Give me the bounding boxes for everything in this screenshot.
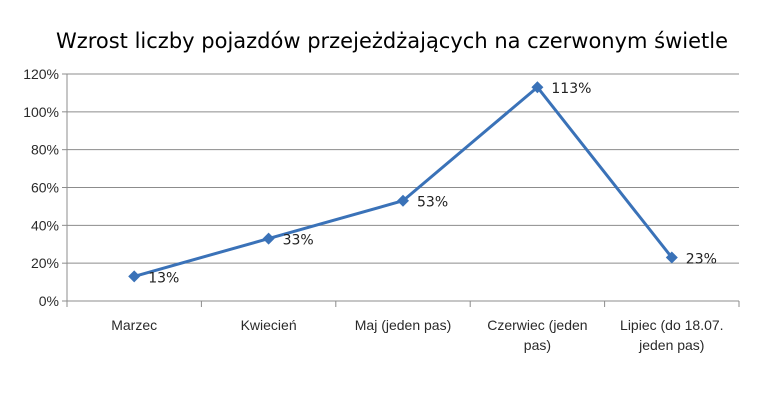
series-path (133, 85, 673, 278)
data-label: 33% (283, 233, 314, 249)
chart-title: Wzrost liczby pojazdów przejeżdżających … (56, 29, 728, 53)
y-tick-label: 80% (31, 142, 59, 158)
data-label: 113% (551, 81, 591, 97)
data-label: 13% (148, 270, 179, 286)
x-tick-label: Lipiec (do 18.07. jeden pas) (620, 317, 724, 353)
y-tick-label: 60% (31, 180, 59, 196)
y-tick-label: 40% (31, 217, 59, 233)
data-labels: 13% 33% 53% 113% 23% (148, 81, 717, 286)
data-label: 53% (417, 195, 448, 211)
y-tick-label: 0% (39, 293, 59, 309)
y-axis-ticks: 0% 20% 40% 60% 80% 100% 120% (23, 66, 68, 309)
data-point-marker (397, 194, 409, 207)
y-tick-label: 100% (23, 104, 59, 120)
series-line (133, 85, 673, 278)
y-tick-label: 20% (31, 255, 59, 271)
y-tick-label: 120% (23, 66, 59, 82)
data-point-marker (262, 232, 275, 245)
series-markers (128, 81, 678, 283)
data-point-marker (128, 270, 141, 283)
x-tick-label: Czerwiec (jeden pas) (487, 317, 587, 353)
x-tick-label: Kwiecień (241, 317, 297, 333)
x-axis-ticks: Marzec Kwiecień Maj (jeden pas) Czerwiec (j… (66, 301, 740, 353)
data-label: 23% (686, 251, 717, 267)
data-point-marker (665, 251, 678, 264)
data-point-marker (531, 81, 544, 94)
x-tick-label: Marzec (111, 317, 157, 333)
x-tick-label: Maj (jeden pas) (355, 317, 452, 333)
